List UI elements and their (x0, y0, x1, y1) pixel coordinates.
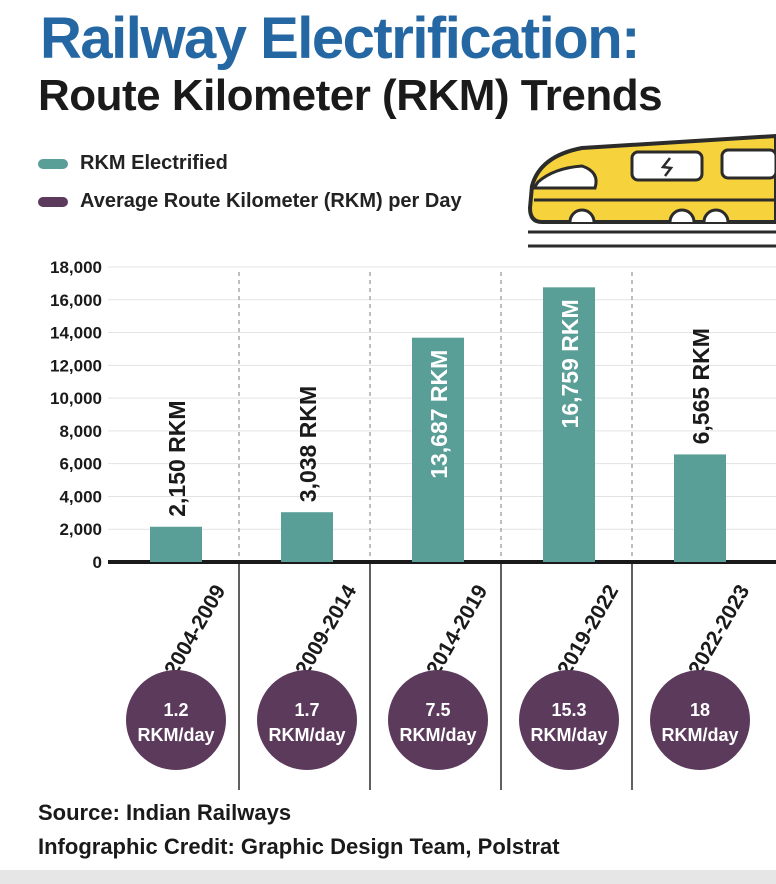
x-category-label: 2014-2019 (422, 581, 492, 679)
x-category-label: 2004-2009 (160, 581, 230, 679)
y-tick-label: 16,000 (50, 291, 102, 310)
bar-value-label: 2,150 RKM (164, 400, 190, 516)
per-day-unit: RKM/day (399, 725, 476, 745)
bar (543, 287, 595, 562)
y-tick-label: 0 (93, 553, 102, 572)
y-tick-label: 6,000 (59, 455, 102, 474)
legend-label: RKM Electrified (80, 152, 228, 174)
per-day-value: 7.5 (425, 700, 450, 720)
per-day-unit: RKM/day (137, 725, 214, 745)
legend-item-rkm-per-day: Average Route Kilometer (RKM) per Day (38, 190, 462, 213)
bar-value-label: 13,687 RKM (426, 350, 452, 479)
bar (281, 512, 333, 562)
per-day-circle (257, 670, 357, 770)
per-day-unit: RKM/day (530, 725, 607, 745)
y-tick-label: 10,000 (50, 389, 102, 408)
y-tick-label: 18,000 (50, 258, 102, 277)
legend-label: Average Route Kilometer (RKM) per Day (80, 190, 462, 212)
y-tick-label: 2,000 (59, 520, 102, 539)
per-day-circle (388, 670, 488, 770)
credit-text: Infographic Credit: Graphic Design Team,… (38, 834, 560, 859)
per-day-unit: RKM/day (268, 725, 345, 745)
legend-swatch-teal (38, 158, 68, 169)
title-line-2: Route Kilometer (RKM) Trends (38, 71, 663, 120)
per-day-value: 18 (690, 700, 710, 720)
per-day-value: 15.3 (551, 700, 586, 720)
bar-value-label: 3,038 RKM (295, 386, 321, 502)
y-tick-label: 12,000 (50, 356, 102, 375)
y-tick-label: 14,000 (50, 324, 102, 343)
bar-value-label: 16,759 RKM (557, 299, 583, 428)
x-category-label: 2019-2022 (553, 581, 623, 679)
per-day-value: 1.7 (294, 700, 319, 720)
bar (674, 454, 726, 562)
train-icon (527, 133, 776, 248)
legend-swatch-purple (38, 196, 68, 207)
per-day-circle (519, 670, 619, 770)
x-category-label: 2009-2014 (291, 581, 361, 680)
bar (412, 337, 464, 562)
per-day-unit: RKM/day (661, 725, 738, 745)
per-day-circle (650, 670, 750, 770)
bar (150, 526, 202, 562)
bar-value-label: 6,565 RKM (688, 328, 714, 444)
y-tick-label: 4,000 (59, 487, 102, 506)
per-day-circle (126, 670, 226, 770)
legend-item-rkm-electrified: RKM Electrified (38, 152, 228, 175)
source-text: Source: Indian Railways (38, 800, 292, 825)
x-category-label: 2022-2023 (684, 581, 754, 679)
bottom-strip (0, 870, 776, 884)
per-day-value: 1.2 (163, 700, 188, 720)
y-tick-label: 8,000 (59, 422, 102, 441)
title-line-1: Railway Electrification: (40, 6, 640, 71)
